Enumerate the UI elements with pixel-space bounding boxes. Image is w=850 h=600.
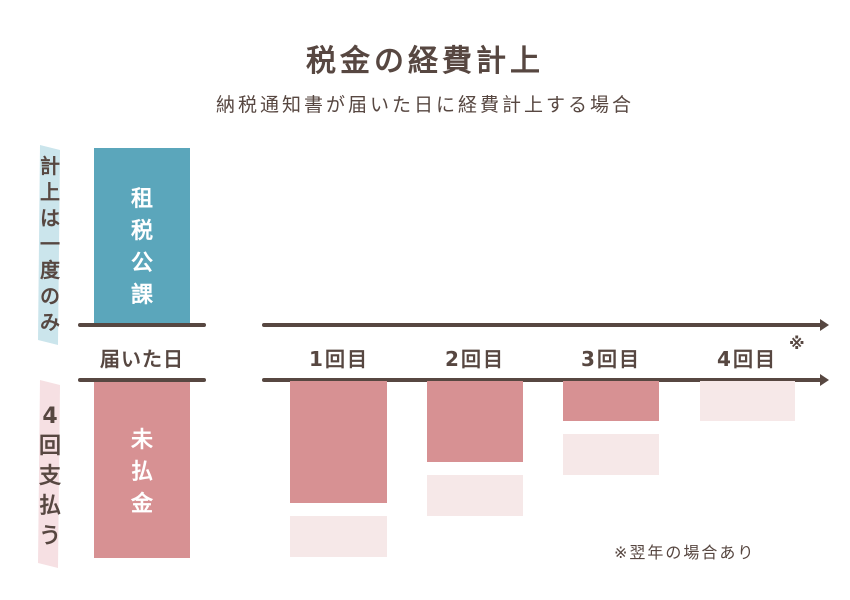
unpaid-bar: 未 払 金 — [94, 381, 190, 558]
arrow-right-icon — [820, 319, 829, 331]
installment-3-paid-bar — [563, 434, 659, 475]
installment-1-paid-bar — [290, 516, 387, 557]
installment-label-3: 3回目 — [581, 347, 641, 371]
arrival-date-label: 届いた日 — [100, 347, 184, 371]
installment-label-4: 4回目 — [717, 347, 777, 371]
installment-label-1: 1回目 — [309, 347, 369, 371]
installment-3-remaining-bar — [563, 381, 659, 421]
timeline-arrow-bottom — [262, 378, 822, 382]
installment-1-remaining-bar — [290, 381, 387, 503]
baseline-top-left — [78, 323, 206, 327]
page-title: 税金の経費計上 — [306, 44, 544, 79]
tax-bar: 租 税 公 課 — [94, 148, 190, 326]
page-subtitle: 納税通知書が届いた日に経費計上する場合 — [215, 94, 634, 116]
arrow-right-icon — [820, 374, 829, 386]
side-label-pay-four-times: 4 回 支 払 う — [38, 404, 61, 549]
side-label-record-once: 計 上 は 一 度 の み — [40, 154, 60, 334]
baseline-bottom-left — [78, 378, 206, 382]
tax-bar-label: 租 税 公 課 — [130, 187, 153, 308]
side-band-top — [38, 145, 60, 345]
unpaid-bar-label: 未 払 金 — [130, 428, 153, 517]
side-band-bottom — [38, 380, 60, 568]
installment-4-paid-bar — [700, 381, 795, 421]
installment-2-remaining-bar — [427, 381, 523, 462]
asterisk-mark: ※ — [789, 334, 805, 353]
installment-label-2: 2回目 — [445, 347, 505, 371]
installment-2-paid-bar — [427, 475, 523, 516]
timeline-arrow-top — [262, 323, 822, 327]
footnote: ※翌年の場合あり — [614, 543, 756, 562]
